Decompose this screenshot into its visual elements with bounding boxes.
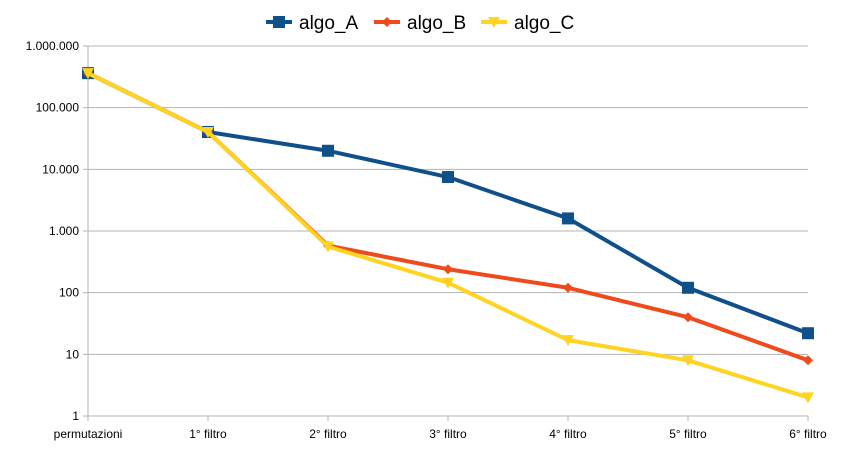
legend-label: algo_C bbox=[514, 13, 574, 34]
x-axis-tick-labels: permutazioni 1° filtro 2° filtro 3° filtro 4… bbox=[54, 427, 827, 441]
y-tick-label: 100 bbox=[59, 286, 79, 300]
legend-item-algo_C: algo_C bbox=[481, 13, 574, 34]
y-axis-tick-labels: 1 10 100 1.000 10.000 100.000 1.000.000 bbox=[26, 39, 80, 423]
grid bbox=[88, 45, 808, 417]
legend: algo_A algo_B algo_C bbox=[266, 13, 574, 34]
data-point bbox=[202, 126, 214, 138]
data-point bbox=[322, 144, 334, 157]
data-point bbox=[803, 355, 813, 366]
legend-marker bbox=[488, 17, 500, 28]
x-tick-label: permutazioni bbox=[54, 427, 123, 441]
y-tick-label: 1.000.000 bbox=[26, 39, 80, 53]
x-tick-label: 1° filtro bbox=[189, 427, 227, 441]
series-group bbox=[82, 67, 814, 404]
legend-marker bbox=[273, 16, 285, 28]
legend-label: algo_A bbox=[299, 13, 358, 34]
data-point bbox=[682, 281, 694, 294]
axes bbox=[83, 45, 809, 421]
series-algo_C bbox=[82, 68, 814, 404]
data-point bbox=[322, 241, 334, 253]
y-tick-label: 10.000 bbox=[42, 162, 79, 176]
data-point bbox=[562, 335, 574, 347]
y-tick-label: 1.000 bbox=[49, 224, 79, 238]
data-point bbox=[442, 171, 454, 184]
x-tick-label: 4° filtro bbox=[549, 427, 587, 441]
data-point bbox=[443, 264, 453, 275]
x-tick-label: 2° filtro bbox=[309, 427, 347, 441]
data-point bbox=[683, 312, 693, 323]
y-tick-label: 1 bbox=[72, 409, 79, 423]
legend-label: algo_B bbox=[407, 13, 466, 34]
data-point bbox=[563, 282, 573, 293]
x-tick-label: 5° filtro bbox=[669, 427, 707, 441]
series-line bbox=[87, 71, 809, 336]
data-point bbox=[802, 327, 814, 340]
data-point bbox=[562, 212, 574, 225]
series-line bbox=[87, 71, 809, 363]
data-point bbox=[82, 68, 94, 80]
legend-marker bbox=[382, 17, 392, 27]
y-tick-label: 10 bbox=[66, 347, 80, 361]
legend-item-algo_A: algo_A bbox=[266, 13, 358, 34]
data-point bbox=[682, 355, 694, 367]
x-tick-label: 3° filtro bbox=[429, 427, 467, 441]
series-algo_B bbox=[83, 68, 813, 366]
data-point bbox=[802, 392, 814, 404]
y-tick-label: 100.000 bbox=[36, 101, 80, 115]
data-point bbox=[442, 277, 454, 289]
x-tick-label: 6° filtro bbox=[789, 427, 827, 441]
legend-item-algo_B: algo_B bbox=[374, 13, 466, 34]
series-line bbox=[87, 71, 809, 400]
